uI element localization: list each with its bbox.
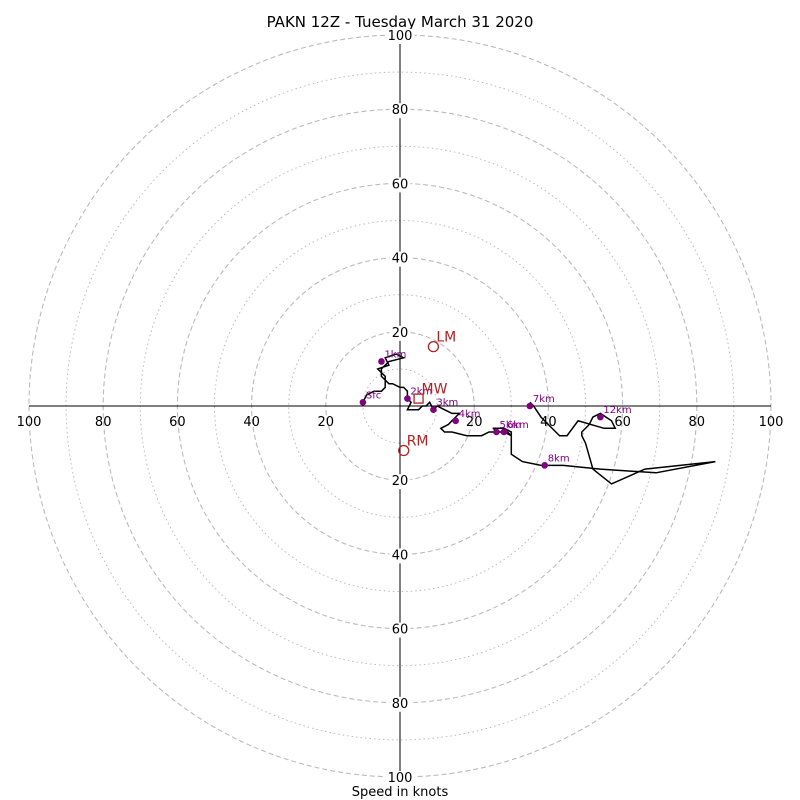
label-background — [385, 29, 415, 44]
x-tick-label: 60 — [614, 415, 631, 430]
motion-marker-lm — [427, 340, 440, 353]
label-background — [389, 696, 411, 712]
height-marker-8km — [541, 462, 548, 469]
ring-label: 60 — [392, 623, 409, 638]
x-tick-label: 100 — [17, 415, 42, 430]
label-background — [389, 548, 411, 564]
motion-label-rm: RM — [407, 434, 429, 450]
label-background — [389, 251, 411, 267]
height-label-6km: 6km — [507, 420, 529, 431]
x-tick-label: 20 — [318, 415, 335, 430]
motion-label-lm: LM — [436, 330, 456, 346]
height-marker-sfc — [359, 398, 367, 406]
ring-label: 20 — [392, 326, 409, 341]
height-marker-6km — [500, 428, 508, 436]
label-background — [389, 325, 411, 341]
height-marker-1km — [378, 358, 385, 365]
x-tick-label: 100 — [759, 415, 784, 430]
height-marker-4km — [452, 417, 459, 425]
x-axis-label: Speed in knots — [352, 785, 449, 800]
label-background — [389, 474, 411, 490]
x-tick-label: 60 — [169, 415, 186, 430]
motion-marker-rm — [398, 444, 410, 457]
height-label-sfc: Sfc — [366, 390, 381, 401]
motion-label-mw: MW — [422, 382, 448, 398]
chart-title: PAKN 12Z - Tuesday March 31 2020 — [267, 13, 534, 31]
height-marker-12km — [597, 413, 604, 421]
height-label-4km: 4km — [459, 409, 481, 420]
height-marker-7km — [526, 402, 534, 410]
hodograph-trace — [362, 353, 716, 485]
label-background — [389, 103, 411, 119]
x-tick-label: 80 — [95, 415, 112, 430]
height-marker-2km — [404, 395, 411, 402]
height-label-3km: 3km — [436, 398, 458, 409]
storm-motion-markers: LM MW RM — [398, 330, 456, 457]
ring-label: 40 — [392, 252, 409, 267]
ring-label: 20 — [392, 474, 409, 489]
height-label-7km: 7km — [533, 394, 555, 405]
height-label-2km: 2km — [410, 387, 432, 398]
ring-label: 100 — [388, 29, 413, 44]
ring-label: 80 — [392, 103, 409, 118]
label-background — [389, 622, 411, 638]
chart-axes — [29, 35, 771, 777]
height-label-1km: 1km — [384, 349, 406, 360]
motion-marker-mw — [413, 393, 424, 404]
ring-labels: 20 20 40 40 60 60 80 80 100 100 — [385, 29, 415, 786]
x-tick-label: 80 — [689, 415, 706, 430]
label-background — [385, 771, 415, 786]
x-tick-label: 20 — [466, 415, 483, 430]
height-label-5km: 5km — [499, 420, 521, 431]
ring-label: 60 — [392, 177, 409, 192]
height-label-8km: 8km — [548, 453, 570, 464]
x-tick-labels: 100 80 60 40 20 20 40 60 80 100 — [17, 415, 784, 430]
label-background — [389, 177, 411, 193]
x-tick-label: 40 — [540, 415, 557, 430]
ring-label: 40 — [392, 548, 409, 563]
x-tick-label: 40 — [243, 415, 260, 430]
ring-label: 80 — [392, 697, 409, 712]
height-marker-5km — [493, 428, 500, 436]
height-marker-3km — [430, 406, 437, 414]
ring-label: 100 — [388, 771, 413, 786]
height-label-12km: 12km — [603, 405, 631, 416]
